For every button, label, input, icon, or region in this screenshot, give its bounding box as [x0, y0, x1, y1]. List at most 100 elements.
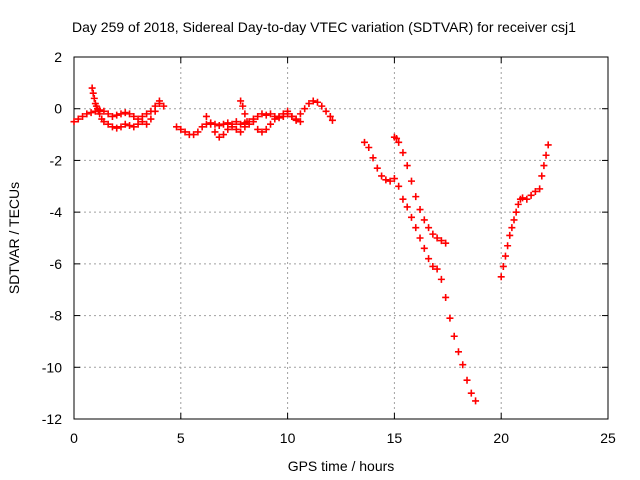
data-point	[501, 252, 509, 260]
data-point	[228, 123, 236, 131]
data-point	[450, 332, 458, 340]
data-point	[420, 244, 428, 252]
data-point	[224, 125, 232, 133]
data-point	[130, 112, 138, 120]
x-tick-label: 15	[387, 430, 403, 446]
data-point	[399, 195, 407, 203]
data-point	[117, 123, 125, 131]
data-point	[429, 230, 437, 238]
data-point	[399, 149, 407, 157]
data-point	[262, 125, 270, 133]
series-3	[360, 138, 480, 405]
data-point	[296, 110, 304, 118]
data-point	[506, 231, 514, 239]
data-point	[258, 110, 266, 118]
data-point	[243, 118, 251, 126]
data-point	[369, 154, 377, 162]
data-point	[194, 128, 202, 136]
data-point	[472, 397, 480, 405]
data-point	[254, 112, 262, 120]
data-point	[104, 110, 112, 118]
data-point	[542, 151, 550, 159]
data-point	[249, 118, 257, 126]
data-point	[90, 94, 98, 102]
data-point	[425, 255, 433, 263]
data-point	[155, 100, 163, 108]
y-tick-label: -8	[50, 308, 63, 324]
data-point	[89, 89, 97, 97]
data-point	[113, 111, 121, 119]
data-point	[437, 275, 445, 283]
data-point	[536, 185, 544, 193]
data-point	[301, 105, 309, 113]
data-point	[318, 102, 326, 110]
data-point	[519, 194, 527, 202]
data-point	[284, 107, 292, 115]
data-point	[373, 164, 381, 172]
data-point	[433, 234, 441, 242]
data-point	[433, 265, 441, 273]
data-point	[326, 112, 334, 120]
data-point	[510, 216, 518, 224]
data-point	[296, 118, 304, 126]
data-point	[70, 118, 78, 126]
data-point	[143, 120, 151, 128]
data-point	[292, 116, 300, 124]
data-point	[215, 122, 223, 130]
data-point	[279, 110, 287, 118]
x-tick-label: 0	[70, 430, 78, 446]
data-point	[275, 112, 283, 120]
data-point	[181, 128, 189, 136]
data-point	[130, 123, 138, 131]
data-point	[497, 273, 505, 281]
data-point	[126, 122, 134, 130]
data-point	[437, 237, 445, 245]
data-point	[113, 124, 121, 132]
data-point	[514, 200, 522, 208]
data-point	[74, 115, 82, 123]
chart-title: Day 259 of 2018, Sidereal Day-to-day VTE…	[72, 19, 576, 35]
data-point	[262, 111, 270, 119]
data-point	[258, 128, 266, 136]
y-axis-label: SDTVAR / TECUs	[6, 182, 22, 294]
data-point	[540, 162, 548, 170]
data-point	[442, 239, 450, 247]
data-point	[138, 118, 146, 126]
data-point	[499, 262, 507, 270]
data-point	[83, 110, 91, 118]
data-point	[202, 112, 210, 120]
x-axis-label: GPS time / hours	[288, 458, 395, 474]
data-point	[121, 120, 129, 128]
y-tick-label: -12	[42, 411, 62, 427]
data-point	[512, 208, 520, 216]
data-point	[467, 389, 475, 397]
data-point	[108, 112, 116, 120]
data-point	[322, 107, 330, 115]
data-point	[412, 193, 420, 201]
data-point	[173, 123, 181, 131]
data-point	[96, 110, 104, 118]
data-point	[151, 107, 159, 115]
data-point	[523, 195, 531, 203]
data-point	[407, 213, 415, 221]
data-point	[215, 133, 223, 141]
series-1	[70, 84, 168, 132]
data-point	[239, 102, 247, 110]
series-5	[497, 141, 552, 281]
y-tick-label: -10	[42, 359, 62, 375]
data-point	[463, 376, 471, 384]
data-point	[508, 224, 516, 232]
data-point	[416, 206, 424, 214]
data-point	[211, 128, 219, 136]
x-tick-label: 5	[177, 430, 185, 446]
y-tick-label: 0	[54, 101, 62, 117]
data-point	[305, 100, 313, 108]
data-point	[395, 182, 403, 190]
data-point	[314, 98, 322, 106]
data-point	[134, 120, 142, 128]
data-point	[407, 177, 415, 185]
data-point	[403, 203, 411, 211]
data-point	[328, 116, 336, 124]
